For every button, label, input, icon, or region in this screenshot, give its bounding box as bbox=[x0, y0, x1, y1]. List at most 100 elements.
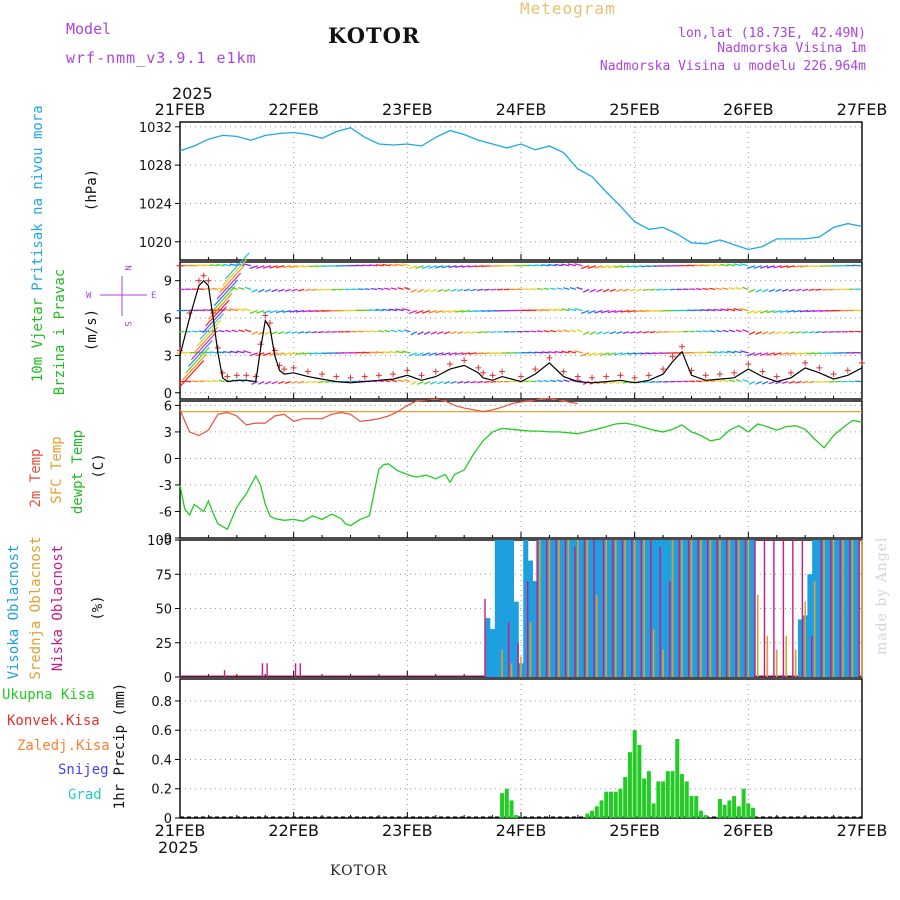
wind-barb bbox=[656, 331, 663, 333]
wind-barb bbox=[600, 352, 610, 356]
wind-barb bbox=[742, 329, 749, 333]
cloud-mid-bar bbox=[700, 540, 702, 677]
wind-barb bbox=[448, 265, 457, 269]
wind-barb bbox=[801, 380, 809, 384]
wind-barb bbox=[297, 331, 305, 334]
wind-barb bbox=[364, 288, 371, 291]
wind-barb bbox=[702, 380, 709, 383]
wind-barb bbox=[284, 380, 292, 384]
wind-barb bbox=[534, 309, 543, 312]
wind-barb bbox=[410, 331, 418, 336]
cloud-mid-bar bbox=[633, 540, 636, 677]
cloud-low-bar bbox=[574, 546, 576, 677]
wind-barb bbox=[311, 331, 318, 334]
cloud-mid-bar bbox=[510, 663, 513, 677]
cloud-low-bar bbox=[773, 540, 775, 677]
wind-barb bbox=[616, 380, 623, 384]
lonlat-label: lon,lat (18.73E, 42.49N) bbox=[678, 26, 866, 41]
cloud-high-bar bbox=[485, 618, 491, 677]
cloud-high-bar bbox=[826, 540, 832, 677]
precip-bar bbox=[703, 815, 708, 818]
wind-barb bbox=[209, 351, 218, 354]
wind-barb bbox=[256, 309, 265, 314]
cloud-high-bar bbox=[665, 540, 671, 677]
bottom-date-label: 23FEB bbox=[382, 821, 433, 840]
wind-barb bbox=[229, 308, 238, 312]
wind-barb bbox=[642, 331, 649, 334]
cloud-mid-bar bbox=[652, 629, 655, 677]
wind-barb bbox=[735, 286, 742, 291]
wind-barb bbox=[543, 379, 550, 383]
wind-barb bbox=[463, 288, 470, 292]
wind-barb bbox=[271, 331, 278, 335]
wind-barb bbox=[733, 308, 742, 312]
wind-barb bbox=[563, 329, 570, 333]
cloud-high-bar bbox=[835, 540, 841, 677]
station-title: KOTOR bbox=[328, 23, 420, 48]
wind-barb bbox=[302, 352, 311, 355]
wind-barb bbox=[423, 380, 431, 385]
legend-grad: Grad bbox=[68, 787, 102, 803]
wind-barb bbox=[395, 308, 404, 312]
cloud-mid-bar bbox=[861, 540, 863, 677]
wind-barb-strong bbox=[219, 265, 244, 293]
cloud-mid-bar bbox=[709, 540, 712, 677]
wind-barb bbox=[362, 351, 371, 354]
wind-barb-strong bbox=[185, 346, 210, 374]
compass-n: N bbox=[122, 265, 132, 270]
wind-barb bbox=[607, 309, 616, 314]
cloud-mid-bar bbox=[775, 649, 778, 677]
cloud-low-bar bbox=[526, 581, 529, 677]
wind-barb bbox=[821, 380, 828, 383]
wind-barb bbox=[709, 330, 716, 333]
wind-barb bbox=[773, 265, 782, 269]
precip-bar bbox=[618, 788, 623, 818]
ytick-label: 1024 bbox=[139, 197, 172, 212]
cloud-high-bar bbox=[674, 540, 680, 677]
cloud-low-bar bbox=[716, 540, 718, 677]
wind-barb bbox=[297, 380, 305, 384]
wind-barb bbox=[720, 308, 729, 312]
wind-barb bbox=[368, 309, 378, 312]
cloud-low-bar bbox=[725, 540, 728, 677]
wind-barb bbox=[402, 263, 411, 267]
wind-barb bbox=[554, 263, 563, 267]
cloud-high-bar bbox=[561, 540, 567, 677]
wind-barb bbox=[530, 330, 537, 333]
panel-frame bbox=[179, 400, 863, 539]
wind-barb bbox=[536, 380, 543, 383]
wind-barb bbox=[715, 379, 722, 383]
wind-barb bbox=[242, 350, 252, 354]
top-date-label: 27FEB bbox=[837, 100, 888, 119]
temp-2m-line bbox=[179, 397, 578, 437]
wind-barb bbox=[567, 308, 577, 312]
wind-barb bbox=[815, 288, 822, 291]
wind-barb bbox=[264, 331, 272, 335]
wind-barb bbox=[746, 352, 756, 357]
wind-barb bbox=[779, 352, 789, 356]
cloud-low-bar bbox=[763, 540, 766, 677]
wind-barb bbox=[788, 380, 795, 384]
cloud-high-bar bbox=[636, 540, 642, 677]
wind-barb bbox=[589, 288, 597, 293]
wind-barb bbox=[415, 309, 424, 314]
wind-barb bbox=[302, 265, 311, 268]
wind-barb bbox=[377, 287, 384, 291]
wind-barb bbox=[642, 288, 649, 292]
wind-barb bbox=[216, 263, 225, 267]
wind-barb bbox=[276, 309, 285, 314]
precip-bar bbox=[689, 796, 694, 818]
cloud-mid-bar bbox=[558, 540, 560, 677]
wind-barb bbox=[636, 331, 643, 334]
wind-barb bbox=[291, 380, 298, 384]
cloud-high-bar bbox=[570, 540, 576, 677]
model-label: Model bbox=[66, 20, 111, 38]
wind-barb bbox=[238, 329, 245, 333]
wind-barb bbox=[801, 331, 809, 334]
precip-bar bbox=[604, 791, 609, 818]
precip-bar bbox=[642, 778, 647, 818]
wind-barb bbox=[249, 265, 258, 270]
top-date-label: 23FEB bbox=[382, 100, 433, 119]
precip-bar bbox=[661, 781, 666, 818]
wind-barb bbox=[755, 288, 762, 293]
